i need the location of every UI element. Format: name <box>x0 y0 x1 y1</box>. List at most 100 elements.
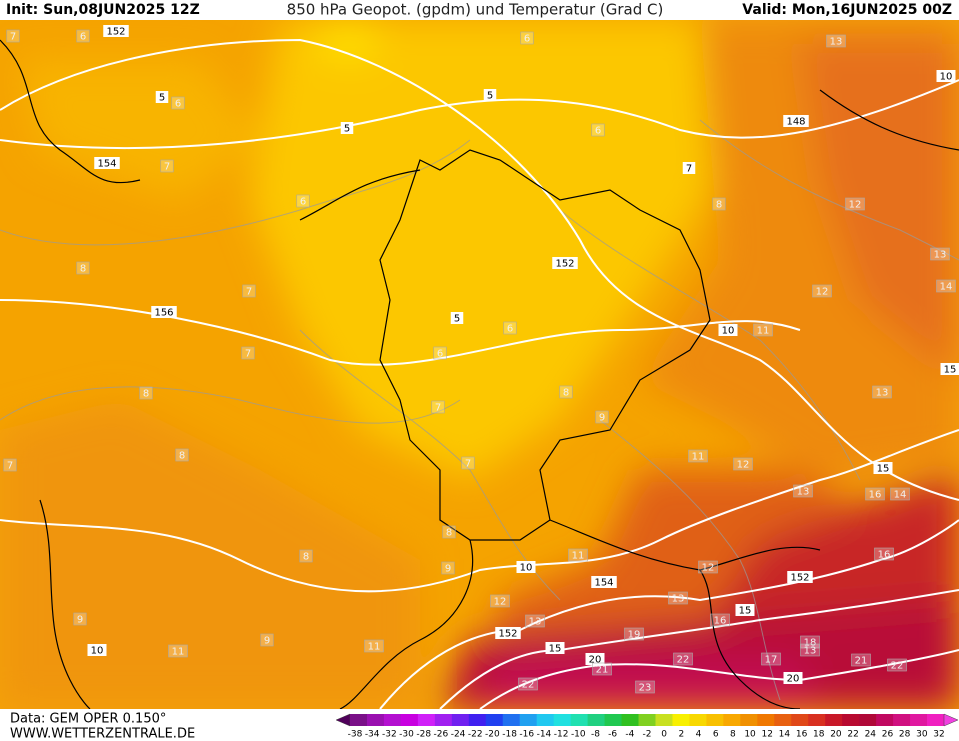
temperature-label-box <box>698 560 718 574</box>
temperature-label: 7 <box>164 162 170 173</box>
legend-label: -16 <box>519 730 534 740</box>
geopotential-label-box <box>103 25 129 37</box>
temperature-label-box <box>812 284 832 298</box>
temperature-label-box <box>6 29 20 43</box>
temperature-label-box <box>260 633 274 647</box>
temperature-label: 18 <box>804 638 817 649</box>
temperature-label: 11 <box>368 642 381 653</box>
temperature-label-box <box>635 680 655 694</box>
legend-label: -26 <box>434 730 449 740</box>
legend-swatch <box>876 714 894 726</box>
legend-label: 14 <box>779 730 791 740</box>
temperature-label-box <box>241 346 255 360</box>
temperature-label: 12 <box>494 597 507 608</box>
temperature-label-box <box>710 613 730 627</box>
geopotential-label: 154 <box>97 159 116 170</box>
geopotential-label: 15 <box>549 644 562 655</box>
temperature-label: 7 <box>465 459 471 470</box>
geopotential-label-box <box>516 561 536 573</box>
legend-swatch <box>808 714 826 726</box>
temperature-label: 11 <box>692 452 705 463</box>
temperature-label-box <box>591 123 605 137</box>
temperature-label-box <box>139 386 153 400</box>
temperature-label-box <box>793 484 813 498</box>
geopotential-label-box <box>155 91 169 103</box>
legend-swatch <box>502 714 521 726</box>
legend-swatch <box>553 714 572 726</box>
temperature-label-box <box>568 548 588 562</box>
temperature-label-box <box>845 197 865 211</box>
temperature-label: 9 <box>77 615 83 626</box>
temperature-label: 8 <box>303 552 309 563</box>
legend-swatch <box>519 714 538 726</box>
data-source: Data: GEM OPER 0.150° <box>10 712 166 727</box>
temperature-label: 23 <box>639 683 652 694</box>
temperature-label-box <box>242 284 256 298</box>
temperature-label: 6 <box>80 32 86 43</box>
temperature-label: 12 <box>702 563 715 574</box>
geopotential-label: 15 <box>739 606 752 617</box>
temperature-label: 12 <box>816 287 829 298</box>
geopotential-contours <box>0 38 959 709</box>
legend-label: -34 <box>365 730 380 740</box>
color-legend: -38 -34 -32 -30 -28 -26 -24 -22 -20 -18 -16 -14 -12-… <box>335 713 959 740</box>
geopotential-label: 148 <box>786 117 805 128</box>
geopotential-label: 154 <box>594 578 613 589</box>
temp-shading <box>0 20 959 709</box>
temperature-label: 22 <box>522 680 535 691</box>
legend-label: -4 <box>625 730 634 740</box>
legend-swatch <box>791 714 809 726</box>
geopotential-label: 5 <box>487 91 493 102</box>
legend-swatch <box>672 714 690 726</box>
geopotential-label-box <box>735 604 755 616</box>
legend-swatch <box>451 714 470 726</box>
temperature-label-box <box>753 323 773 337</box>
legend-swatch <box>621 714 640 726</box>
temperature-label-box <box>503 321 517 335</box>
temperature-label: 8 <box>716 200 722 211</box>
temperature-label: 22 <box>891 661 904 672</box>
geopotential-label-box <box>873 462 893 474</box>
legend-swatch <box>468 714 487 726</box>
temperature-label-box <box>441 561 455 575</box>
geopotential-label-box <box>940 363 959 375</box>
temperature-label-box <box>175 448 189 462</box>
temperature-label: 8 <box>179 451 185 462</box>
legend-swatch <box>842 714 860 726</box>
temperature-label-box <box>364 639 384 653</box>
temperature-label: 8 <box>563 388 569 399</box>
legend-swatch <box>927 714 945 726</box>
legend-label: 10 <box>744 730 756 740</box>
geopotential-label-box <box>591 576 617 588</box>
temperature-label-box <box>800 635 820 649</box>
geopotential-label-box <box>585 653 605 665</box>
legend-swatch <box>434 714 453 726</box>
temperature-label: 13 <box>804 646 817 657</box>
legend-swatch <box>570 714 589 726</box>
temperature-label-box <box>826 34 846 48</box>
temperature-label: 21 <box>596 665 609 676</box>
geopotential-label-box <box>718 324 738 336</box>
temperature-label: 6 <box>595 126 601 137</box>
temperature-label-box <box>442 525 456 539</box>
geopotential-label: 10 <box>91 646 104 657</box>
legend-swatch <box>604 714 623 726</box>
geopotential-label: 20 <box>787 674 800 685</box>
legend-swatch <box>655 714 673 726</box>
temperature-label-box <box>887 658 907 672</box>
temperature-label: 8 <box>80 264 86 275</box>
geopotential-label: 7 <box>686 164 692 175</box>
temperature-label-box <box>668 591 688 605</box>
legend-swatch <box>383 714 402 726</box>
borders <box>0 39 959 709</box>
temperature-label: 13 <box>876 388 889 399</box>
geopotential-label-box <box>783 672 803 684</box>
legend-swatch <box>825 714 843 726</box>
legend-swatch <box>485 714 504 726</box>
legend-label: -28 <box>416 730 431 740</box>
temperature-label: 13 <box>797 487 810 498</box>
legend-label: 12 <box>762 730 773 740</box>
init-time: Init: Sun,08JUN2025 12Z <box>6 2 200 18</box>
legend-label: 2 <box>678 730 684 740</box>
